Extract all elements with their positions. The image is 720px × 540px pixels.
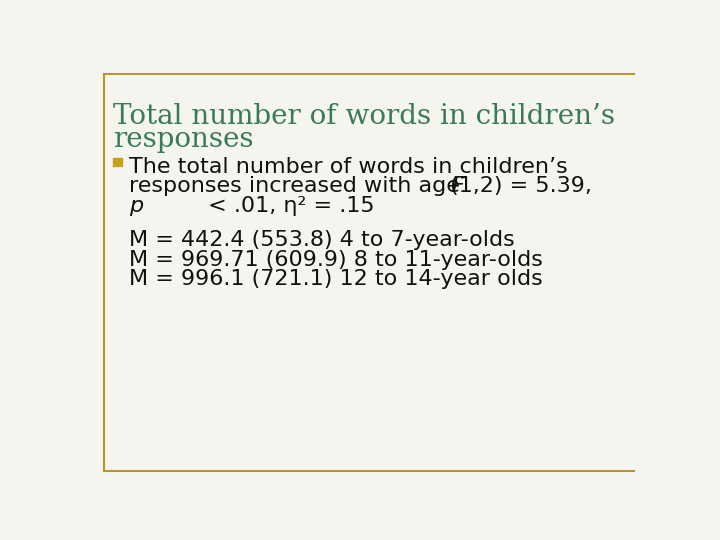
Text: Total number of words in children’s: Total number of words in children’s: [113, 103, 616, 130]
Text: M = 442.4 (553.8) 4 to 7-year-olds: M = 442.4 (553.8) 4 to 7-year-olds: [129, 231, 515, 251]
Text: F: F: [451, 177, 464, 197]
Text: (1,2) = 5.39,: (1,2) = 5.39,: [450, 177, 592, 197]
Text: p: p: [129, 195, 143, 215]
Text: < .01, η² = .15: < .01, η² = .15: [201, 195, 374, 215]
Text: responses increased with age: responses increased with age: [129, 177, 467, 197]
Text: responses increased with age: responses increased with age: [129, 177, 467, 197]
Text: M = 996.1 (721.1) 12 to 14-year olds: M = 996.1 (721.1) 12 to 14-year olds: [129, 269, 542, 289]
Text: responses: responses: [113, 126, 253, 153]
Bar: [113, 158, 122, 166]
Text: M = 969.71 (609.9) 8 to 11-year-olds: M = 969.71 (609.9) 8 to 11-year-olds: [129, 249, 543, 269]
Text: The total number of words in children’s: The total number of words in children’s: [129, 157, 567, 177]
